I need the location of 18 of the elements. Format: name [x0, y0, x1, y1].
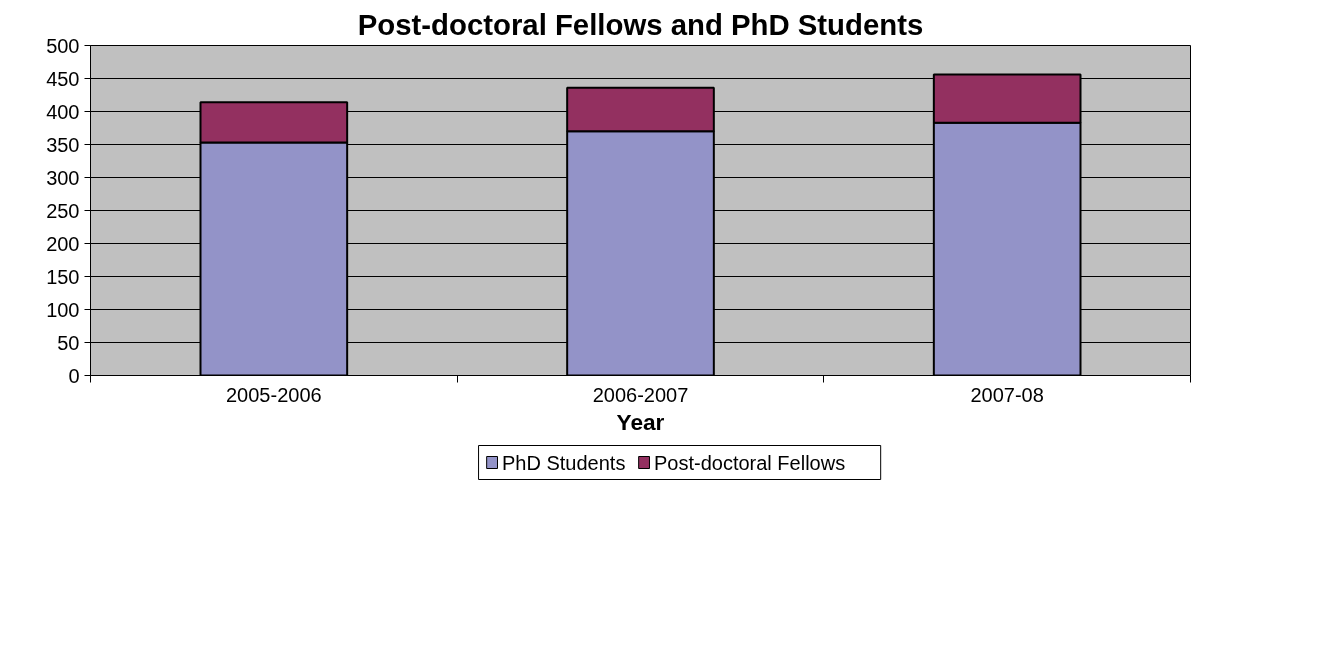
y-tick-label: 500: [46, 34, 80, 57]
x-tick-label: 2006-2007: [592, 383, 689, 406]
y-tick-label: 250: [46, 199, 80, 222]
x-tick-label: 2005-2006: [226, 383, 322, 406]
y-tick-label: 100: [46, 298, 80, 321]
y-tick-label: 0: [68, 364, 80, 387]
y-tick-label: 200: [46, 232, 80, 255]
y-tick-label: 350: [46, 133, 80, 156]
y-tick-label: 300: [46, 166, 80, 189]
legend-label: PhD Students: [502, 451, 626, 474]
y-tick-label: 450: [46, 67, 80, 90]
y-tick-label: 400: [46, 100, 80, 123]
chart-title: Post-doctoral Fellows and PhD Students: [357, 7, 924, 41]
y-tick-label: 150: [46, 265, 80, 288]
x-axis-title: Year: [616, 408, 665, 435]
legend-label: Post-doctoral Fellows: [653, 451, 846, 474]
x-tick-label: 2007-08: [970, 383, 1044, 406]
y-tick-label: 50: [57, 331, 80, 354]
